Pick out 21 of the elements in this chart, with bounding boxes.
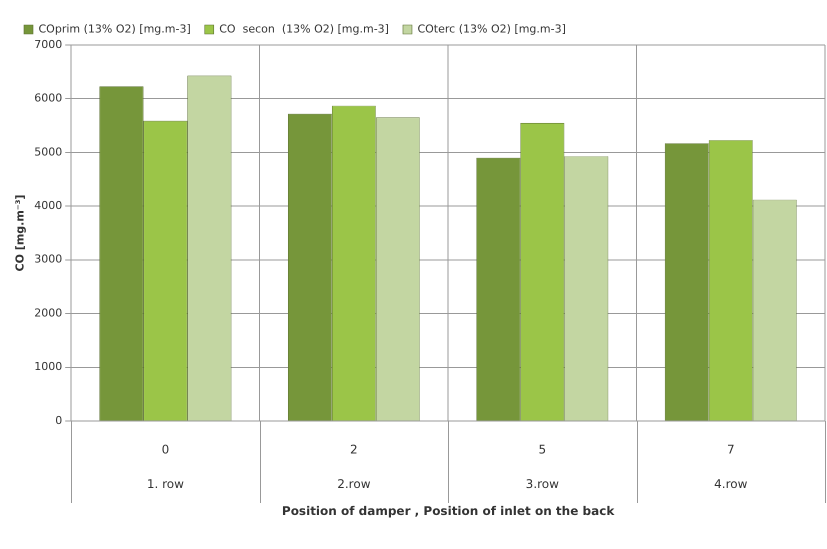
y-tick-label: 6000 (34, 92, 62, 105)
x-tick-label: 7 (726, 442, 735, 456)
y-tick-label: 1000 (34, 360, 62, 374)
x-tick-label: 0 (162, 442, 170, 456)
x-tick-label: 2 (350, 442, 358, 456)
legend-label: CO secon (13% O2) [mg.m-3] (219, 22, 389, 36)
legend-label: COprim (13% O2) [mg.m-3] (38, 22, 191, 36)
y-axis-title: CO [mg.m⁻³] (13, 194, 26, 272)
text: 2.row (337, 477, 371, 492)
y-tick-label: 3000 (34, 252, 62, 266)
y-tick-label: 5000 (34, 145, 62, 158)
text: 1. row (146, 477, 184, 492)
legend-label: COterc (13% O2) [mg.m-3] (417, 22, 566, 36)
x-tick-label: 5 (538, 442, 546, 456)
y-tick-label: 0 (55, 414, 62, 427)
text: 4.row (714, 477, 748, 492)
x-axis-title: Position of damper , Position of inlet on the back (282, 504, 616, 518)
y-tick-label: 2000 (34, 306, 62, 320)
y-tick-label: 7000 (34, 38, 62, 51)
text: 3.row (526, 477, 560, 492)
y-tick-label: 4000 (34, 199, 62, 212)
